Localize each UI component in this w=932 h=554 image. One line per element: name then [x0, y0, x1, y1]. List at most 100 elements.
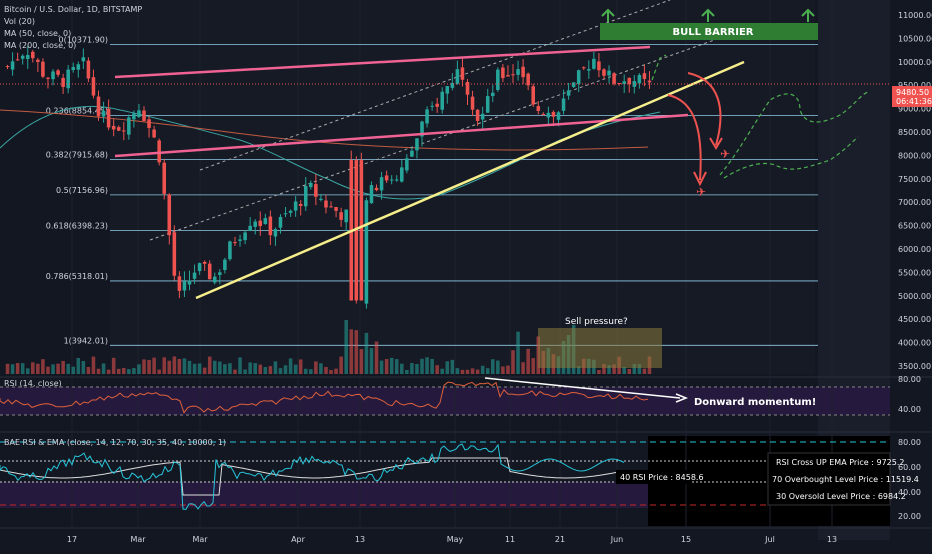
bae-table-row-3: 30 Oversold Level Price : 6984.2 — [776, 492, 906, 501]
candle-body — [228, 241, 232, 260]
volume-bar — [607, 365, 611, 374]
candle-body — [551, 111, 556, 117]
bae-tick-40: 40.00 — [898, 488, 921, 497]
price-axis[interactable]: 11000.00 10500.00 10000.00 9500.00 9000.00 85… — [898, 11, 932, 371]
volume-bar — [491, 359, 495, 374]
price-tick: 9500.00 — [898, 81, 931, 90]
volume-bar — [228, 363, 232, 374]
volume-bar — [314, 361, 318, 374]
candle-body — [157, 140, 161, 163]
candle-body — [440, 91, 444, 110]
candle-body — [435, 103, 439, 107]
candle-body — [268, 216, 273, 236]
candle-body — [561, 98, 566, 111]
dashed-channel-lower — [149, 37, 721, 241]
candle-body — [587, 69, 591, 71]
volume-bar — [167, 360, 172, 374]
volume-bar — [192, 363, 197, 374]
time-axis[interactable]: 17 Mar Mar Apr 13 May 11 21 Jun 15 Jul 13 — [67, 535, 837, 544]
candle-body — [531, 86, 535, 105]
volume-bar — [187, 360, 192, 374]
legend-volume: Vol (20) — [4, 17, 35, 26]
volume-bar — [122, 367, 126, 374]
volume-bar — [273, 361, 278, 374]
candle-body — [329, 206, 333, 208]
volume-bar — [283, 365, 288, 374]
volume-bar — [329, 369, 333, 374]
bull-barrier-arrows — [601, 8, 815, 22]
rsi-title: RSI (14, close) — [4, 379, 62, 388]
candle-body — [602, 69, 606, 76]
price-tick: 7000.00 — [898, 198, 931, 207]
volume-bar — [627, 369, 632, 374]
time-tick: 13 — [827, 535, 837, 544]
volume-bar — [202, 367, 207, 374]
price-tick: 7500.00 — [898, 175, 931, 184]
bull-barrier-label: BULL BARRIER — [673, 27, 754, 38]
volume-bar — [243, 369, 247, 374]
candle-body — [465, 81, 470, 95]
candle-body — [122, 130, 126, 132]
candle-body — [637, 74, 642, 84]
volume-bar — [223, 364, 227, 374]
volume-bar — [263, 367, 268, 374]
volume-bar — [106, 369, 111, 374]
candle-body — [460, 67, 465, 80]
candle-body — [566, 90, 571, 96]
candle-body — [293, 201, 298, 211]
candle-body — [430, 105, 434, 107]
fib-label: 1(3942.01) — [64, 336, 108, 345]
legend-ma200: MA (200, close, 0) — [4, 41, 76, 50]
candle-body — [66, 69, 70, 89]
candle-body — [592, 58, 596, 69]
volume-bar — [238, 357, 242, 374]
volume-bar — [435, 365, 439, 374]
fib-label: 0.786(5318.01) — [46, 272, 108, 281]
volume-bar — [501, 366, 505, 374]
candle-body — [384, 175, 389, 181]
volume-bar — [622, 366, 626, 374]
candle-body — [319, 198, 323, 200]
legend-ma50: MA (50, close, 0) — [4, 29, 71, 38]
candle-body — [142, 110, 146, 122]
price-tick: 9000.00 — [898, 105, 931, 114]
volume-bar — [197, 363, 202, 374]
volume-bar — [207, 356, 212, 374]
candle-body — [359, 160, 364, 301]
volume-bar — [354, 330, 359, 374]
candle-body — [405, 158, 409, 171]
time-tick: 15 — [681, 535, 691, 544]
candle-body — [642, 73, 647, 80]
legend-header: Bitcoin / U.S. Dollar, 1D, BITSTAMP Vol … — [4, 5, 142, 50]
volume-bar — [46, 366, 50, 374]
volume-bar — [470, 368, 475, 374]
candle-body — [162, 162, 166, 194]
candle-body — [152, 129, 156, 138]
volume-bar — [602, 363, 606, 374]
main-pane-history-shade — [110, 0, 815, 374]
candle-body — [597, 61, 601, 71]
candle-body — [167, 194, 172, 236]
volume-bar — [637, 364, 642, 374]
volume-bar — [76, 357, 81, 374]
candle-body — [298, 204, 303, 206]
candle-body — [116, 127, 121, 131]
volume-bar — [415, 363, 419, 374]
candle-body — [410, 150, 414, 157]
candle-body — [400, 167, 404, 182]
volume-bar — [485, 368, 490, 374]
candle-body — [571, 82, 576, 87]
candle-body — [258, 220, 263, 227]
candle-body — [202, 261, 207, 264]
volume-bar — [233, 369, 237, 374]
volume-bar — [369, 348, 374, 374]
time-tick: Apr — [291, 535, 306, 544]
candle-body — [187, 280, 192, 285]
price-tick: 10500.00 — [898, 34, 932, 43]
countdown-value: 06:41:36 — [896, 97, 932, 106]
volume-bar — [137, 364, 141, 374]
time-tick: Jun — [610, 535, 624, 544]
candle-body — [101, 110, 106, 117]
volume-bar — [506, 365, 510, 374]
volume-bar — [81, 361, 86, 374]
